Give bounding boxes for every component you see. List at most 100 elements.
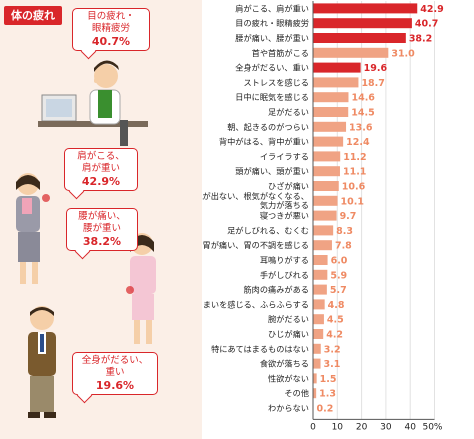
bar-value-label: 18.7 [361, 78, 384, 89]
category-label: 寝つきが悪い [260, 211, 309, 221]
category-label: ひざが痛い [268, 181, 309, 191]
category-label: 胃が痛い、胃の不調を感じる [203, 240, 309, 250]
bar [313, 92, 349, 103]
bar-value-label: 0.2 [316, 404, 333, 415]
callout-value: 42.9% [81, 175, 121, 188]
bar [313, 255, 328, 265]
bar [313, 121, 347, 132]
category-label: わからない [268, 403, 309, 413]
bar-value-label: 10.6 [342, 182, 366, 193]
bar-value-label: 5.7 [330, 285, 347, 296]
category-label: ストレスを感じる [243, 77, 309, 87]
panel-title: 体の疲れ [4, 6, 62, 25]
bar-value-label: 38.2 [409, 34, 432, 45]
bar [313, 151, 341, 162]
bar-value-label: 13.6 [349, 122, 373, 133]
category-label: 腕がだるい [268, 314, 309, 324]
bar-value-label: 4.5 [327, 315, 344, 326]
bar [313, 62, 361, 73]
callout-stiff-shoulders: 肩がこる、 肩が重い 42.9% [64, 148, 138, 191]
bar-value-label: 3.1 [324, 359, 341, 370]
category-label: 背中がはる、背中が重い [219, 137, 309, 147]
bar [313, 388, 317, 399]
bar [313, 358, 321, 369]
bar [313, 166, 340, 177]
category-label: 足がしびれる、むくむ [227, 225, 309, 235]
bar-value-label: 3.2 [324, 344, 341, 355]
callout-back-pain: 腰が痛い、 腰が重い 38.2% [66, 208, 138, 251]
category-label: 耳鳴りがする [260, 255, 309, 265]
bar-value-label: 19.6 [364, 63, 388, 74]
callout-label: 目の疲れ・ 眼精疲労 [87, 11, 135, 34]
bar [313, 269, 328, 280]
category-label: 首や首筋がこる [252, 48, 309, 58]
callout-eye-fatigue: 目の疲れ・ 眼精疲労 40.7% [72, 8, 150, 51]
bar-value-label: 14.5 [351, 108, 374, 119]
bar-value-label: 10.1 [341, 196, 364, 207]
woman-holding-shoulder-icon [16, 173, 50, 284]
bar-value-label: 7.8 [335, 241, 352, 252]
bar [313, 240, 332, 251]
category-label: 朝、起きるのがつらい [227, 122, 309, 132]
bar [313, 47, 389, 58]
bar-value-label: 6.0 [331, 256, 348, 267]
callout-label: 肩がこる、 肩が重い [77, 151, 125, 174]
category-label: 特にあてはまるものはない [211, 344, 309, 354]
bar-value-label: 14.6 [351, 93, 375, 104]
bar [313, 210, 337, 221]
bar-value-label: 9.7 [340, 211, 357, 222]
bar-value-label: 4.2 [326, 330, 343, 341]
category-label: 腰が痛い、腰が重い [235, 33, 309, 43]
person-at-computer-rubbing-eyes-icon [38, 60, 148, 146]
category-label: その他 [284, 388, 309, 398]
x-tick-label: 0 [310, 422, 316, 432]
bar-chart: 42.9 肩がこる、肩が重い 40.7 目の疲れ・眼精疲労 38.2 腰が痛い、腰が重い 3… [202, 1, 444, 432]
category-label: やる気が出ない、根気がなくなる、気力が落ちる [202, 191, 309, 210]
bar-value-label: 11.1 [343, 167, 366, 178]
illustration-panel: 体の疲れ [0, 0, 202, 439]
category-label: 性欲がない [268, 373, 309, 383]
bar [313, 195, 338, 206]
x-tick-label: 40 [404, 422, 416, 432]
bar [313, 329, 324, 339]
category-label: めまいを感じる、ふらふらする [202, 299, 309, 309]
category-label: ひじが痛い [268, 329, 309, 339]
x-tick-label: 30 [380, 422, 392, 432]
category-label: 全身がだるい、重い [235, 63, 309, 73]
category-label: 筋肉の痛みがある [243, 285, 309, 295]
bar-value-label: 12.4 [346, 137, 370, 148]
callout-value: 38.2% [82, 235, 122, 248]
callout-value: 40.7% [91, 35, 131, 48]
bar-value-label: 31.0 [391, 48, 415, 59]
bar [313, 3, 418, 14]
callout-whole-body-fatigue: 全身がだるい、 重い 19.6% [72, 352, 158, 395]
bar-value-label: 5.9 [330, 270, 347, 281]
bar [313, 314, 324, 325]
x-tick-label: 20 [356, 422, 368, 432]
bar [313, 181, 339, 191]
bar [313, 18, 412, 29]
category-label: イライラする [260, 151, 309, 161]
bar [313, 284, 327, 295]
category-label: 頭が痛い、頭が重い [235, 166, 309, 176]
bar [313, 77, 359, 88]
category-label: 足がだるい [268, 107, 309, 117]
category-label: 肩がこる、肩が重い [235, 3, 309, 13]
callout-value: 19.6% [95, 379, 135, 392]
bar-value-label: 42.9 [420, 4, 443, 15]
x-tick-label: 50% [422, 422, 442, 432]
category-label: 食欲が落ちる [260, 359, 309, 369]
bar-value-label: 1.3 [319, 389, 336, 400]
category-label: 目の疲れ・眼精疲労 [235, 18, 309, 28]
bar-value-label: 40.7 [415, 19, 438, 30]
callout-label: 腰が痛い、 腰が重い [78, 211, 126, 234]
bar [313, 33, 406, 43]
category-label: 日中に眠気を感じる [235, 92, 309, 102]
bar [313, 343, 321, 354]
callout-label: 全身がだるい、 重い [81, 355, 149, 378]
bar [313, 299, 325, 310]
bar-value-label: 4.8 [328, 300, 345, 311]
tired-man-icon [28, 306, 56, 418]
category-label: 手がしびれる [260, 270, 309, 280]
bar-value-label: 11.2 [343, 152, 366, 163]
